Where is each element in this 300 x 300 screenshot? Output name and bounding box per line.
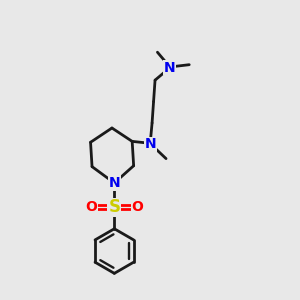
Text: N: N: [164, 61, 176, 75]
Text: O: O: [85, 200, 98, 214]
Text: O: O: [131, 200, 143, 214]
Text: S: S: [108, 198, 120, 216]
Text: N: N: [109, 176, 120, 190]
Text: N: N: [145, 137, 156, 152]
